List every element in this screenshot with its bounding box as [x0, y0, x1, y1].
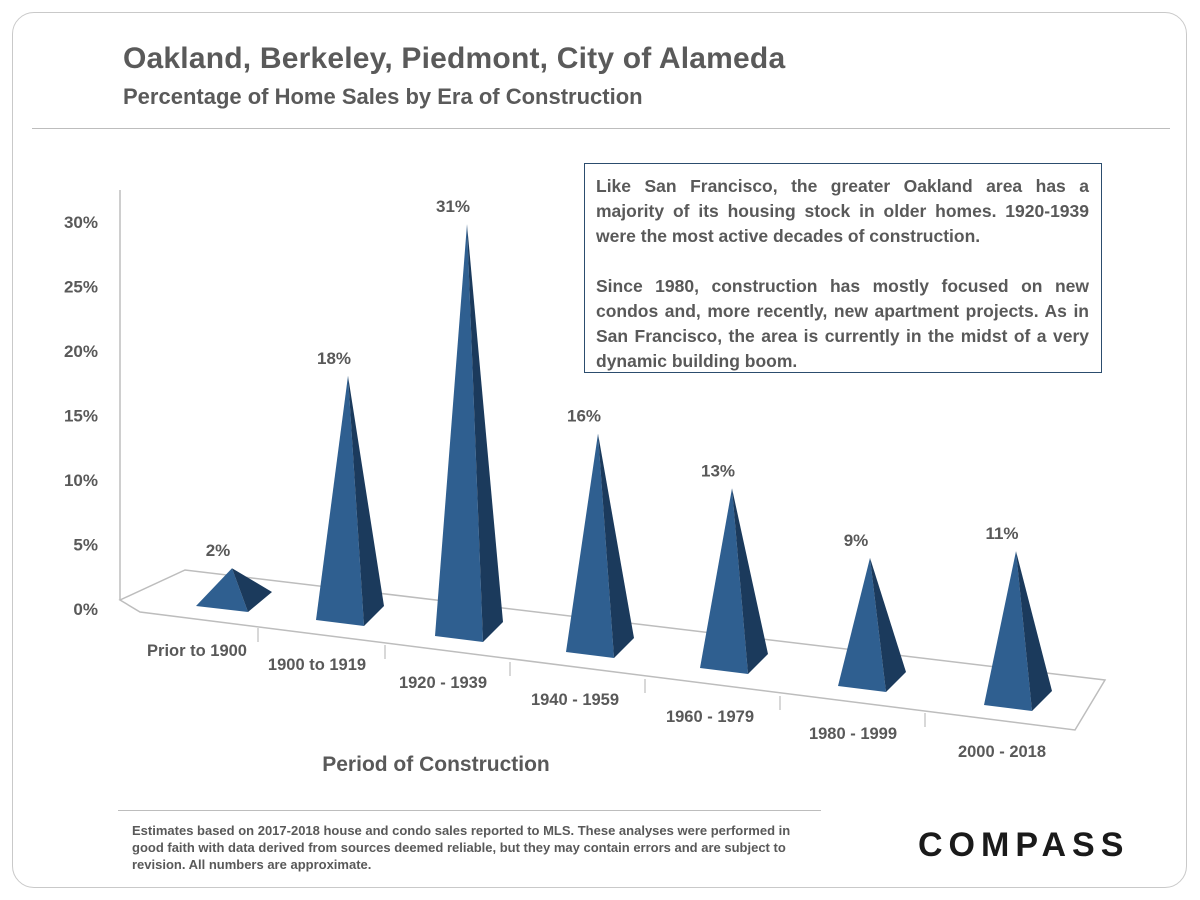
pyramid-front-face — [838, 557, 886, 692]
x-axis-title: Period of Construction — [322, 753, 550, 776]
pyramid-front-face — [196, 568, 248, 612]
y-tick-label: 5% — [73, 536, 98, 555]
category-label: 2000 - 2018 — [958, 743, 1046, 761]
header-divider — [32, 128, 1170, 129]
pyramid-side-face — [232, 568, 272, 612]
pyramid-side-face — [870, 557, 906, 692]
data-label: 9% — [844, 531, 869, 550]
chart-floor — [118, 569, 1107, 731]
category-label: 1960 - 1979 — [666, 708, 754, 726]
data-label: 16% — [567, 407, 601, 426]
disclaimer-text: Estimates based on 2017-2018 house and c… — [132, 823, 791, 872]
data-label: 11% — [985, 524, 1018, 543]
y-tick-label: 0% — [73, 600, 98, 619]
data-label: 18% — [317, 349, 351, 368]
y-tick-label: 10% — [64, 471, 98, 490]
y-tick-label: 25% — [64, 278, 98, 297]
commentary-box: Like San Francisco, the greater Oakland … — [584, 163, 1102, 373]
pyramid-side-face — [348, 375, 384, 626]
y-tick-label: 30% — [64, 213, 98, 232]
commentary-paragraph-1: Like San Francisco, the greater Oakland … — [596, 176, 1089, 246]
y-tick-label: 20% — [64, 342, 98, 361]
category-label: 1900 to 1919 — [268, 656, 366, 674]
footer-divider — [118, 810, 821, 811]
chart-title: Oakland, Berkeley, Piedmont, City of Ala… — [123, 42, 786, 75]
category-label: Prior to 1900 — [147, 642, 247, 660]
data-label: 31% — [436, 197, 470, 216]
data-label: 2% — [206, 541, 231, 560]
pyramid-front-face — [700, 488, 748, 674]
y-tick-label: 15% — [64, 407, 98, 426]
category-label: 1980 - 1999 — [809, 725, 897, 743]
chart-subtitle: Percentage of Home Sales by Era of Const… — [123, 84, 643, 109]
pyramid-side-face — [598, 433, 634, 658]
pyramid-front-face — [435, 224, 483, 642]
pyramid-side-face — [1016, 551, 1052, 711]
pyramid-front-face — [566, 433, 614, 658]
category-label: 1920 - 1939 — [399, 674, 487, 692]
pyramid-side-face — [732, 488, 768, 674]
pyramid-front-face — [984, 551, 1032, 711]
compass-logo: COMPASS — [918, 826, 1130, 864]
pyramid-front-face — [316, 375, 364, 626]
commentary-paragraph-2: Since 1980, construction has mostly focu… — [596, 276, 1089, 371]
data-label: 13% — [701, 461, 735, 480]
category-label: 1940 - 1959 — [531, 691, 619, 709]
pyramid-side-face — [467, 224, 503, 642]
